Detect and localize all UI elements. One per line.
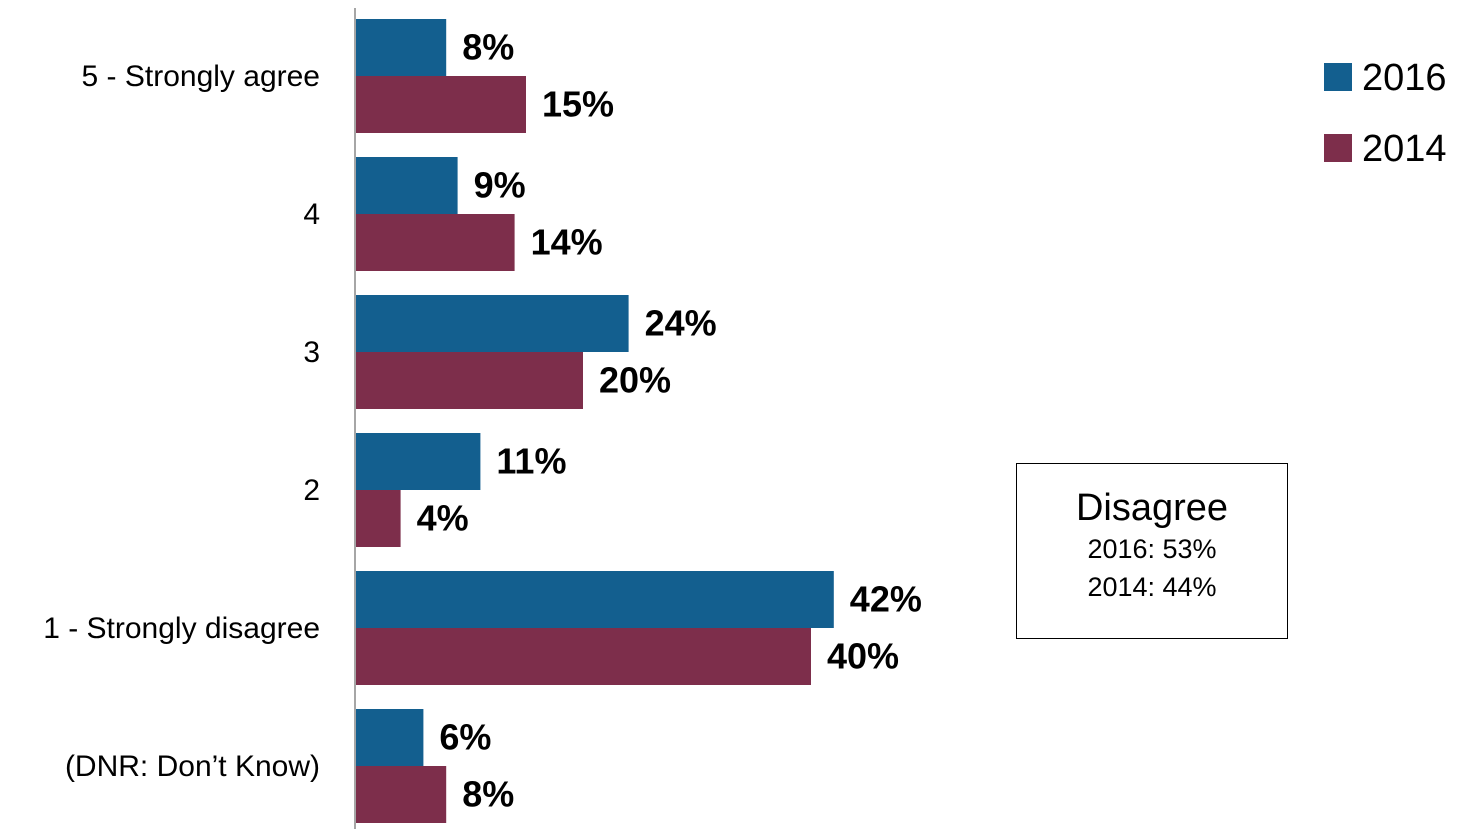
bars-group (355, 19, 834, 823)
value-label-2016: 8% (462, 27, 514, 68)
category-label: (DNR: Don’t Know) (65, 750, 320, 783)
category-label: 1 - Strongly disagree (43, 612, 320, 645)
bar-2016 (355, 571, 834, 628)
bar-2014 (355, 76, 526, 133)
bar-2014 (355, 352, 583, 409)
bar-2014 (355, 628, 811, 685)
bar-2014 (355, 214, 515, 271)
value-label-2014: 40% (827, 636, 899, 677)
bar-2016 (355, 19, 447, 76)
legend-swatch-2016 (1324, 63, 1352, 91)
value-label-2016: 42% (850, 579, 922, 620)
bar-2014 (355, 490, 401, 547)
disagree-summary-title: Disagree (1075, 487, 1229, 529)
value-label-2016: 11% (496, 441, 566, 482)
value-label-2014: 20% (599, 360, 671, 401)
legend-label-2016: 2016 (1362, 57, 1447, 99)
category-label: 4 (303, 198, 320, 231)
bar-2016 (355, 157, 458, 214)
category-label: 2 (303, 474, 320, 507)
value-label-2016: 9% (474, 165, 526, 206)
category-labels-group: 5 - Strongly agree 4 3 2 1 - Strongly disagr… (43, 60, 320, 783)
value-label-2014: 4% (417, 498, 469, 539)
value-labels-group: 8% 15% 9%14% 24% 20% 11% 4% 42% 40% 6% 8% (417, 27, 922, 815)
legend-swatch-2014 (1324, 134, 1352, 162)
value-label-2016: 24% (645, 303, 717, 344)
value-label-2016: 6% (439, 717, 491, 758)
value-label-2014: 8% (462, 774, 514, 815)
disagree-summary-2014: 2014: 44% (1087, 572, 1217, 602)
value-label-2014: 14% (531, 222, 603, 263)
bar-2016 (355, 433, 481, 490)
disagree-summary-box: Disagree 2016: 53% 2014: 44% (1016, 463, 1288, 639)
category-label: 3 (303, 336, 320, 369)
disagree-summary-2016: 2016: 53% (1087, 534, 1217, 564)
value-label-2014: 15% (542, 84, 614, 125)
legend: 2016 2014 (1324, 57, 1447, 170)
bar-2016 (355, 295, 629, 352)
bar-2014 (355, 766, 447, 823)
category-label: 5 - Strongly agree (82, 60, 320, 93)
bar-2016 (355, 709, 424, 766)
legend-label-2014: 2014 (1362, 128, 1447, 170)
